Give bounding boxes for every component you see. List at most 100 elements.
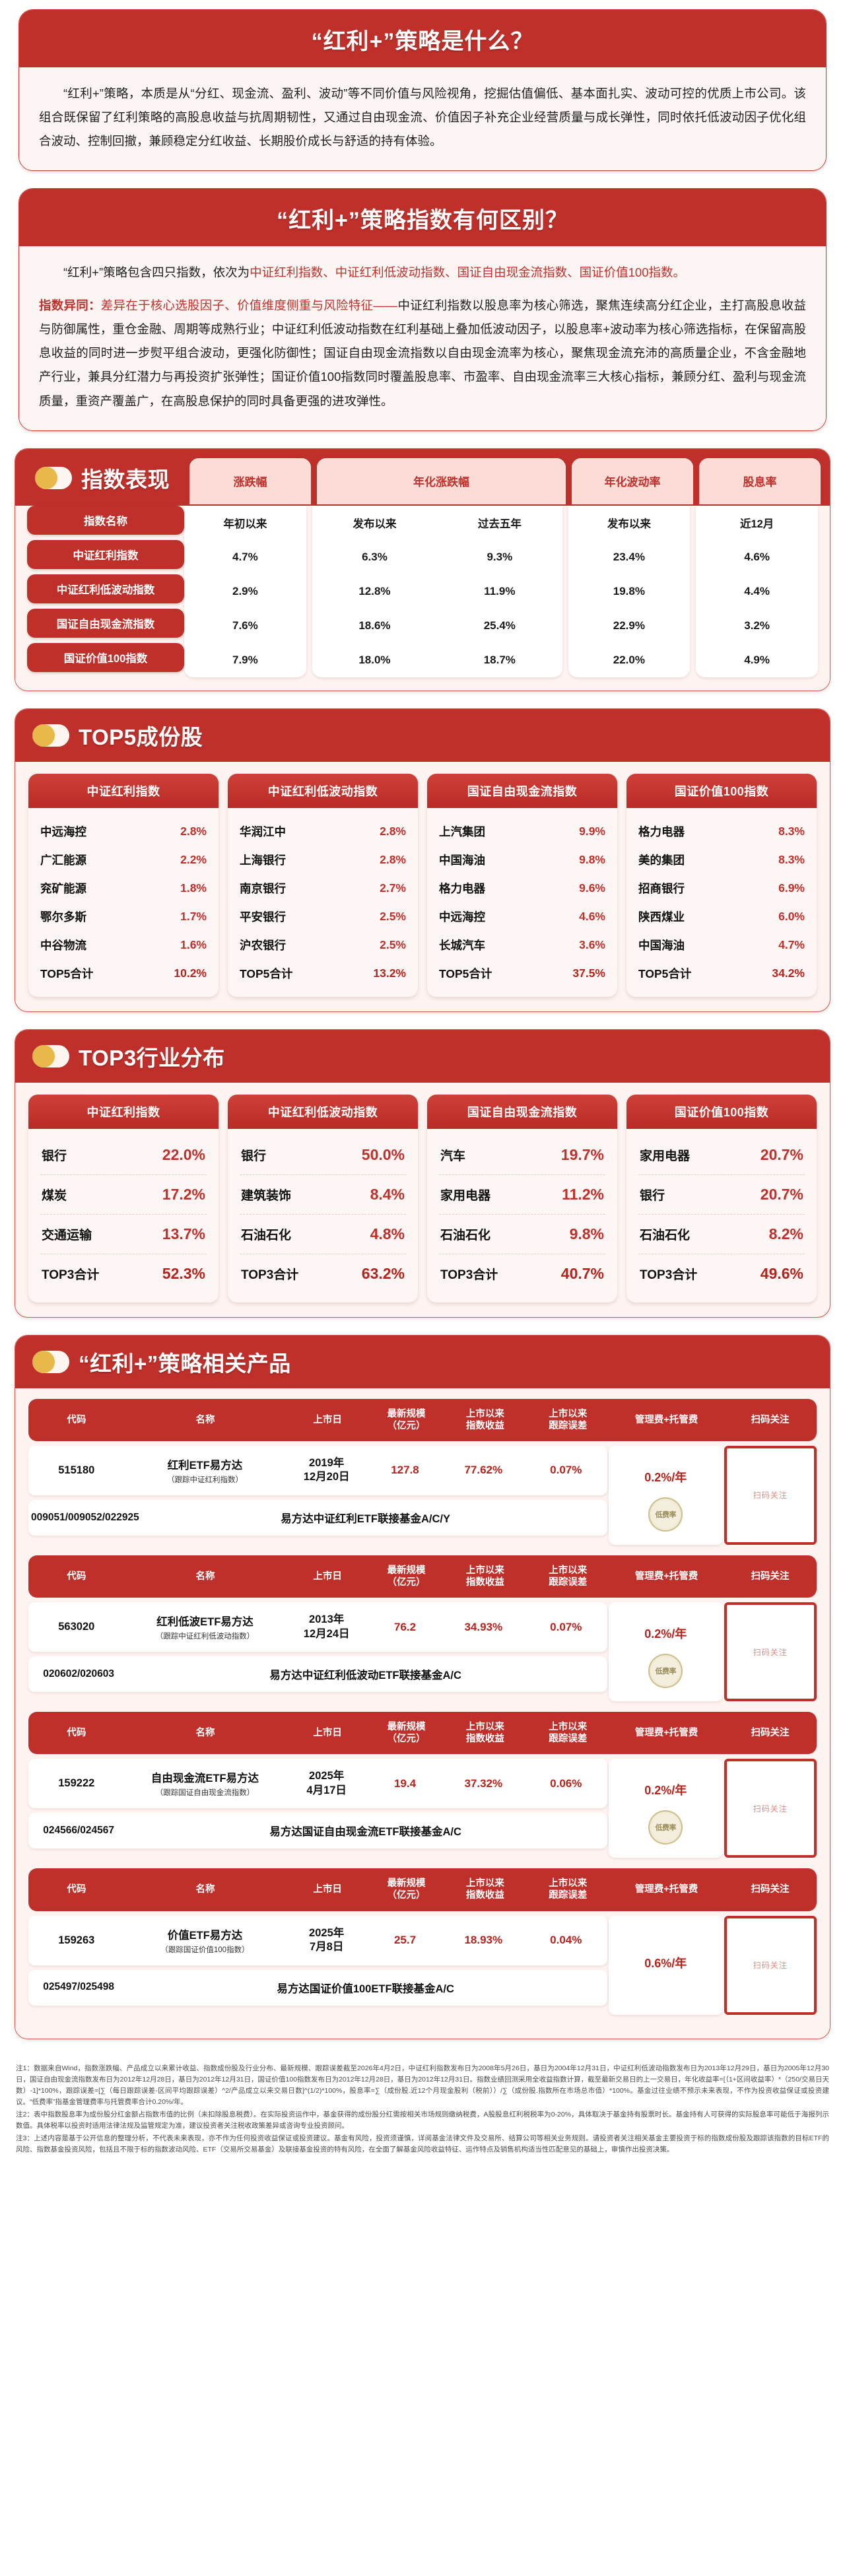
perf-column: 发布以来 6.3% 12.8% 18.6% 18.0% 过去五年 9.3% 11… xyxy=(312,505,562,677)
product-code: 159263 xyxy=(58,1934,95,1946)
product-tracking-error: 0.04% xyxy=(550,1934,582,1947)
stock-name: 沪农银行 xyxy=(240,938,286,952)
top3-card: 国证自由现金流指数 汽车 19.7% 家用电器 11.2% 石油石化 9.8% TOP… xyxy=(427,1094,617,1303)
industry-weight: 11.2% xyxy=(562,1185,604,1203)
industry-name: 煤炭 xyxy=(42,1188,67,1203)
feeder-name: 易方达国证价值100ETF联接基金A/C xyxy=(277,1983,454,1995)
stock-weight: 2.5% xyxy=(380,909,406,923)
difference-p1-lead: “红利+”策略包含四只指数，依次为 xyxy=(63,265,250,280)
product-main-cells: 563020 红利低波ETF易方达 （跟踪中证红利低波动指数） 2013年 12月2… xyxy=(28,1602,608,1701)
product-table-header: 代码 名称 上市日 最新规模 （亿元） 上市以来 指数收益 上市以来 跟踪误差 管理费… xyxy=(28,1398,817,1441)
qr-code-icon[interactable]: 扫码关注 xyxy=(724,1759,817,1858)
perf-column: 近12月 4.6% 4.4% 3.2% 4.9% xyxy=(696,505,818,677)
stock-name: 平安银行 xyxy=(240,910,286,924)
stock-name: 鄂尔多斯 xyxy=(40,910,86,924)
perf-value: 7.6% xyxy=(232,619,258,632)
industry-weight: 19.7% xyxy=(560,1145,604,1163)
stock-weight: 9.9% xyxy=(579,824,605,838)
infographic-page: “红利+”策略是什么？ “红利+”策略，本质是从“分红、现金流、盈利、波动”等不… xyxy=(0,9,845,2169)
col-header-fee: 管理费+托管费 xyxy=(634,1414,698,1425)
top3-card-index-name: 中证红利低波动指数 xyxy=(228,1094,418,1129)
feeder-name: 易方达中证红利ETF联接基金A/C/Y xyxy=(281,1512,450,1525)
qr-code-icon[interactable]: 扫码关注 xyxy=(724,1445,817,1545)
product-qr-cell[interactable]: 扫码关注 xyxy=(724,1915,817,2015)
product-name: 价值ETF易方达 （跟踪国证价值100指数） xyxy=(160,1929,250,1954)
stock-weight: 9.6% xyxy=(579,881,605,895)
top3-card-index-name: 国证自由现金流指数 xyxy=(427,1094,617,1129)
total-row: TOP3合计 49.6% xyxy=(638,1254,805,1293)
col-header-name: 名称 xyxy=(195,1571,215,1582)
list-item: 平安银行 2.5% xyxy=(238,902,407,931)
top5-card-rows: 中远海控 2.8% 广汇能源 2.2% 兖矿能源 1.8% 鄂尔多斯 1.7% 中谷物流… xyxy=(28,808,219,997)
top3-card: 中证红利低波动指数 银行 50.0% 建筑装饰 8.4% 石油石化 4.8% TOP3… xyxy=(228,1094,418,1303)
stock-name: 中国海油 xyxy=(638,938,685,952)
feeder-code: 024566/024567 xyxy=(43,1825,114,1837)
product-index-return: 37.32% xyxy=(464,1777,503,1790)
product-scale: 19.4 xyxy=(393,1777,417,1790)
product-qr-cell[interactable]: 扫码关注 xyxy=(724,1445,817,1545)
table-row-feeder: 025497/025498 易方达国证价值100ETF联接基金A/C xyxy=(28,1969,608,2006)
footnote-1: 注1：数据来自Wind，指数涨跌幅、产品成立以来累计收益、指数成份股及行业分布、… xyxy=(16,2064,829,2106)
col-header-listing-date: 上市日 xyxy=(313,1728,342,1739)
stock-weight: 8.3% xyxy=(778,852,805,866)
what-is-header: “红利+”策略是什么？ xyxy=(19,10,826,67)
col-header-name: 名称 xyxy=(195,1414,215,1425)
total-label: TOP3合计 xyxy=(640,1268,698,1282)
product-qr-cell[interactable]: 扫码关注 xyxy=(724,1602,817,1702)
perf-column: 年初以来 4.7% 2.9% 7.6% 7.9% xyxy=(184,505,306,677)
perf-value: 25.4% xyxy=(483,619,516,632)
top3-header: TOP3行业分布 xyxy=(15,1029,830,1083)
list-item: 煤炭 17.2% xyxy=(40,1175,207,1215)
product-qr-cell[interactable]: 扫码关注 xyxy=(724,1759,817,1858)
industry-name: 家用电器 xyxy=(640,1149,691,1163)
section-index-performance: 指数表现 涨跌幅 年化涨跌幅 年化波动率 股息率 xyxy=(15,448,830,691)
product-main-cells: 515180 红利ETF易方达 （跟踪中证红利指数） 2019年 12月20日 12… xyxy=(28,1445,608,1545)
col-header-qrcode: 扫码关注 xyxy=(751,1884,790,1895)
top5-card-rows: 格力电器 8.3% 美的集团 8.3% 招商银行 6.9% 陕西煤业 6.0% 中国海油… xyxy=(626,808,817,997)
col-header-scale: 最新规模 （亿元） xyxy=(387,1408,426,1431)
perf-sub-header: 过去五年 xyxy=(477,518,522,530)
top5-card-index-name: 中证红利指数 xyxy=(28,773,219,808)
list-item: 石油石化 4.8% xyxy=(240,1215,406,1254)
top5-card-index-name: 中证红利低波动指数 xyxy=(228,773,418,808)
table-row: 159222 自由现金流ETF易方达 （跟踪国证自由现金流指数） 2025年 4月1… xyxy=(28,1759,608,1809)
list-item: 鄂尔多斯 1.7% xyxy=(39,902,208,931)
perf-value: 18.7% xyxy=(483,653,516,666)
product-fee-cell: 0.2%/年 低费率 xyxy=(609,1445,723,1545)
total-label: TOP5合计 xyxy=(439,966,492,980)
qr-code-icon[interactable]: 扫码关注 xyxy=(724,1602,817,1702)
performance-table: 指数名称 中证红利指数 中证红利低波动指数 国证自由现金流指数 国证价值100指… xyxy=(15,505,830,691)
perf-row-name: 中证红利低波动指数 xyxy=(27,574,184,603)
list-item: 建筑装饰 8.4% xyxy=(240,1175,406,1215)
bullet-pill-icon xyxy=(32,1044,69,1068)
list-item: 银行 22.0% xyxy=(40,1135,207,1175)
perf-value: 22.9% xyxy=(613,619,645,632)
perf-sub-header: 发布以来 xyxy=(353,518,397,530)
total-value: 37.5% xyxy=(572,966,605,980)
feeder-code: 025497/025498 xyxy=(43,1981,114,1993)
total-row: TOP5合计 13.2% xyxy=(238,959,407,988)
industry-name: 汽车 xyxy=(440,1149,466,1163)
difference-p1-indices: 中证红利指数、中证红利低波动指数、国证自由现金流指数、国证价值100指数。 xyxy=(250,265,686,280)
products-header: “红利+”策略相关产品 xyxy=(15,1335,830,1388)
qr-code-icon[interactable]: 扫码关注 xyxy=(724,1915,817,2015)
perf-group-header: 股息率 xyxy=(699,458,821,504)
total-value: 10.2% xyxy=(174,966,207,980)
top5-header: TOP5成份股 xyxy=(15,708,830,762)
perf-sub-header: 近12月 xyxy=(739,518,774,530)
perf-value: 6.3% xyxy=(362,550,388,563)
difference-paragraph-1: “红利+”策略包含四只指数，依次为中证红利指数、中证红利低波动指数、国证自由现金… xyxy=(39,261,806,285)
industry-weight: 20.7% xyxy=(760,1145,803,1163)
col-header-qrcode: 扫码关注 xyxy=(751,1571,790,1582)
product-fee-value: 0.6%/年 xyxy=(644,1956,687,1970)
col-header-tracking-error: 上市以来 跟踪误差 xyxy=(549,1565,588,1588)
product-table-body: 159263 价值ETF易方达 （跟踪国证价值100指数） 2025年 7月8日 2… xyxy=(28,1915,817,2015)
product-code: 563020 xyxy=(58,1621,95,1633)
col-header-code: 代码 xyxy=(67,1414,86,1425)
col-header-tracking-error: 上市以来 跟踪误差 xyxy=(549,1408,588,1431)
product-fee-value: 0.2%/年 xyxy=(644,1784,687,1798)
perf-value: 18.0% xyxy=(358,653,391,666)
product-main-cells: 159263 价值ETF易方达 （跟踪国证价值100指数） 2025年 7月8日 2… xyxy=(28,1915,608,2015)
performance-title: 指数表现 xyxy=(81,467,170,492)
top5-card: 中证红利低波动指数 华润江中 2.8% 上海银行 2.8% 南京银行 2.7% 平安银… xyxy=(228,773,418,997)
